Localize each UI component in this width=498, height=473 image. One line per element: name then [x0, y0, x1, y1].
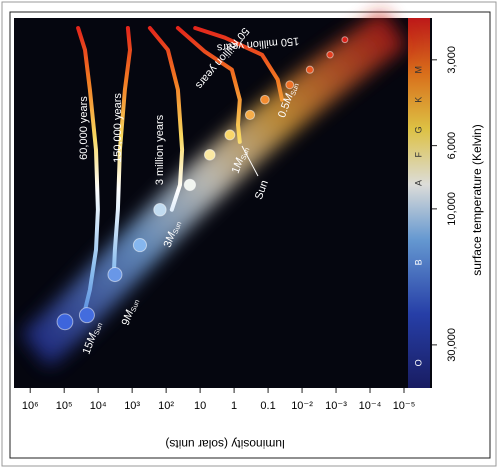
time-annotation: 150,000 years — [112, 93, 124, 163]
mass-subscript: Sun — [172, 221, 183, 235]
star — [132, 238, 148, 253]
mass-number: 3 — [162, 239, 175, 249]
mass-subscript: Sun — [290, 83, 301, 97]
x-tick-label: 1 — [231, 400, 237, 412]
spectral-class: O — [413, 359, 423, 366]
evolution-track — [76, 26, 100, 312]
evolution-track — [193, 26, 284, 102]
x-axis-title: luminosity (solar units) — [165, 437, 284, 451]
star — [341, 36, 349, 44]
x-tick-label: 10 — [194, 400, 206, 412]
x-tick-label: 10⁻⁴ — [359, 400, 382, 412]
mass-number: 9 — [120, 317, 133, 327]
time-annotation: 60,000 years — [78, 96, 90, 160]
mass-label: 3MSun — [162, 219, 184, 250]
star — [260, 94, 270, 105]
evolution-track — [147, 26, 185, 212]
mass-subscript: Sun — [93, 322, 104, 336]
mass-number: 0.5 — [276, 101, 293, 119]
x-tick-label: 10² — [158, 400, 174, 412]
evolution-track — [175, 26, 242, 144]
star — [224, 129, 236, 141]
evolution-track — [111, 26, 132, 274]
star — [78, 307, 95, 324]
star — [305, 65, 314, 74]
star — [56, 313, 74, 331]
y-axis-title: surface temperature (Kelvin) — [470, 124, 484, 275]
mass-subscript: Sun — [130, 299, 141, 313]
y-tick-label: 30,000 — [446, 328, 458, 362]
star — [183, 178, 197, 192]
y-tick-label: 10,000 — [446, 192, 458, 226]
spectral-class: G — [413, 126, 423, 133]
star — [244, 109, 256, 120]
x-tick-label: 10⁻⁵ — [393, 400, 416, 412]
spectral-class: K — [413, 97, 423, 103]
star — [285, 80, 295, 90]
y-tick-label: 6,000 — [446, 132, 458, 160]
spectral-class: F — [413, 152, 423, 158]
y-tick-label: 3,000 — [446, 46, 458, 74]
x-tick-label: 10⁴ — [90, 400, 107, 412]
mass-number: 15 — [80, 340, 95, 356]
x-tick-label: 10⁶ — [22, 400, 39, 412]
spectral-class: B — [413, 259, 423, 265]
spectral-strip — [408, 18, 430, 388]
star — [203, 148, 216, 161]
x-tick-label: 0.1 — [260, 400, 275, 412]
spectral-class: M — [413, 66, 423, 74]
x-tick-label: 10⁵ — [56, 400, 73, 412]
sun-leader — [241, 145, 259, 177]
mass-number: 1 — [230, 165, 243, 175]
x-tick-label: 10³ — [124, 400, 140, 412]
star — [153, 203, 167, 217]
mass-label: 9MSun — [120, 297, 142, 328]
spectral-class: A — [413, 180, 423, 186]
mass-label: 0.5MSun — [276, 80, 301, 119]
x-tick-label: 10⁻² — [291, 400, 313, 412]
x-tick-label: 10⁻³ — [325, 400, 347, 412]
mass-label: 15MSun — [80, 320, 104, 356]
time-annotation: 3 million years — [154, 114, 166, 185]
star — [107, 267, 123, 283]
star — [326, 51, 334, 59]
